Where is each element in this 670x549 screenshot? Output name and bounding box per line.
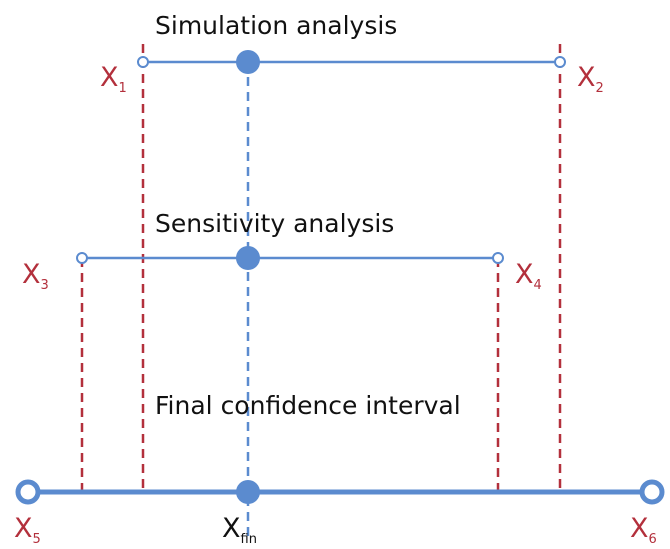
endpoint <box>15 479 41 505</box>
bound-label: X1 <box>100 62 127 96</box>
bound-label: X4 <box>515 259 542 293</box>
bound-label: X2 <box>577 62 604 96</box>
endpoint <box>554 56 566 68</box>
label-part: X <box>515 259 534 290</box>
label-part: X <box>577 62 596 93</box>
section-title: Simulation analysis <box>155 11 397 40</box>
label-part: 1 <box>119 81 127 96</box>
label-part: X <box>100 62 119 93</box>
section-title: Sensitivity analysis <box>155 209 394 238</box>
endpoint <box>639 479 665 505</box>
endpoint <box>137 56 149 68</box>
label-part: 6 <box>649 532 657 547</box>
label-part: 4 <box>534 278 542 293</box>
center-point <box>236 480 260 504</box>
label-part: 5 <box>33 532 41 547</box>
label-part: X <box>630 513 649 544</box>
label-part: X <box>22 259 41 290</box>
section-title: Final confidence interval <box>155 391 461 420</box>
bound-label: X5 <box>14 513 41 547</box>
label-part: fin <box>241 532 257 547</box>
bound-label: X3 <box>22 259 49 293</box>
endpoint <box>492 252 504 264</box>
label-part: X <box>222 513 241 544</box>
bound-label: X6 <box>630 513 657 547</box>
center-label: Xfin <box>222 513 257 547</box>
label-part: 2 <box>596 81 604 96</box>
endpoint <box>76 252 88 264</box>
label-part: X <box>14 513 33 544</box>
center-point <box>236 50 260 74</box>
label-part: 3 <box>41 278 49 293</box>
center-point <box>236 246 260 270</box>
